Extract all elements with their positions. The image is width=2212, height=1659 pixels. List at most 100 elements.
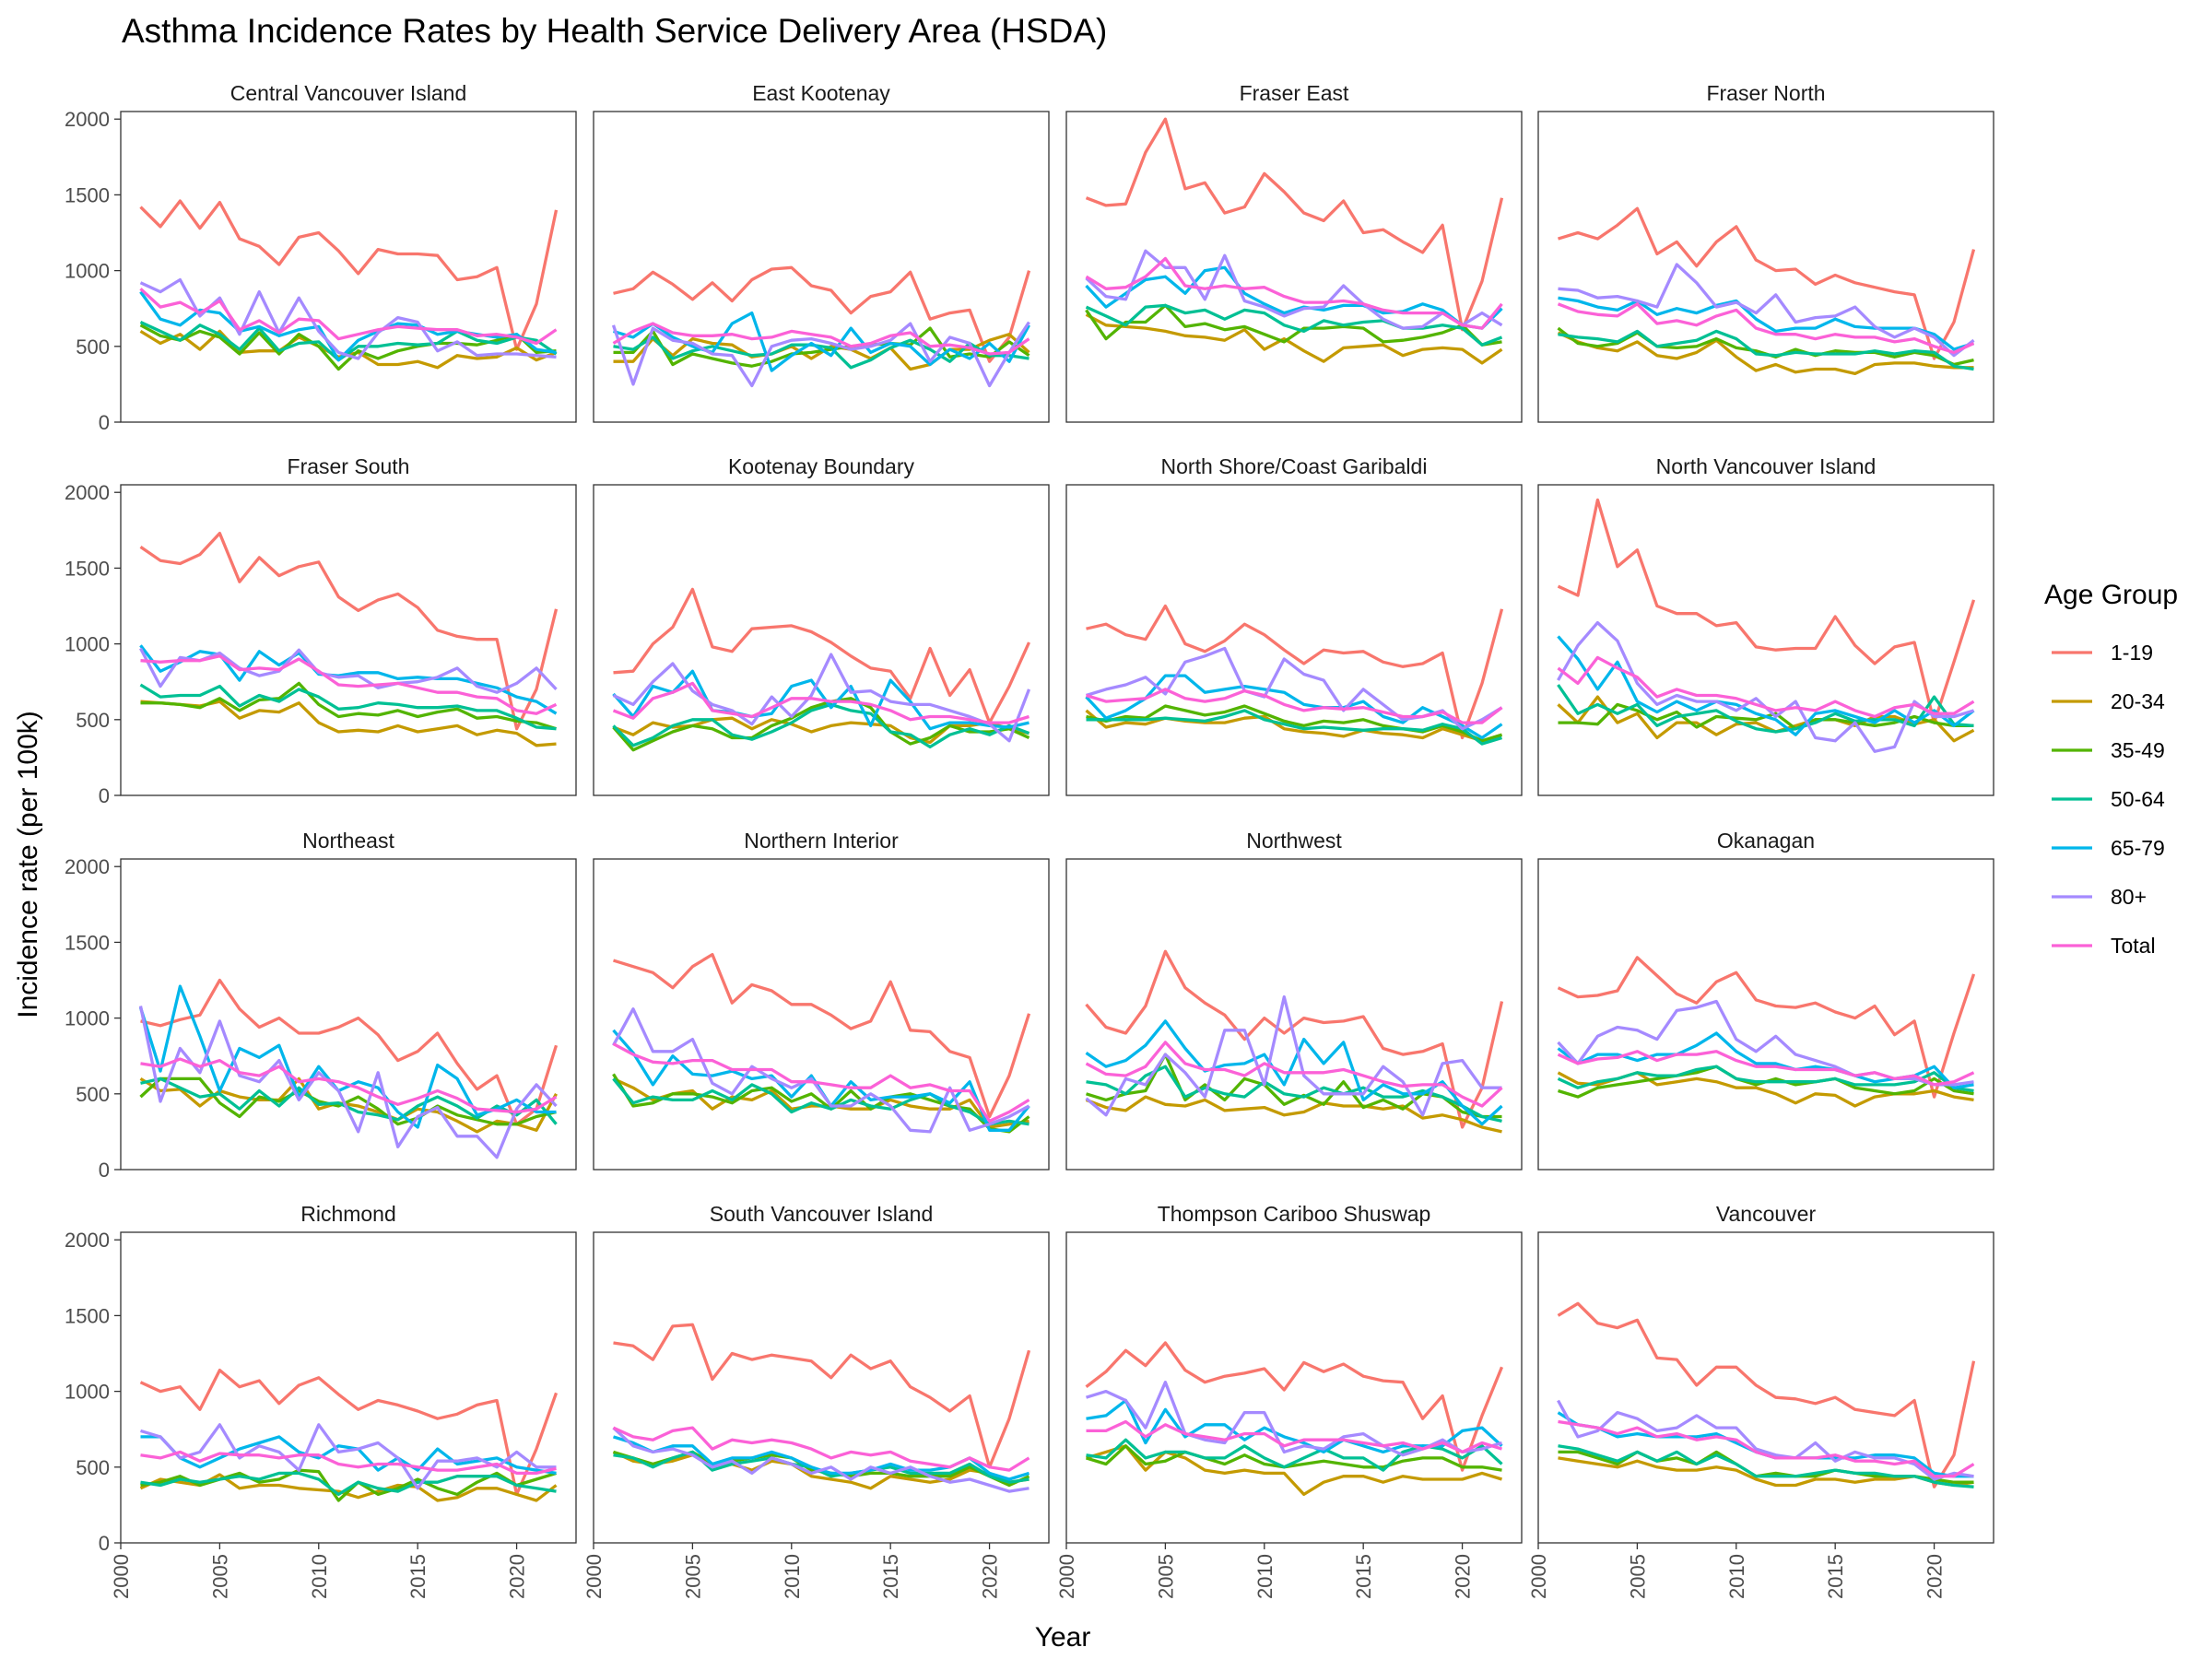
- panel-border: [1537, 484, 1994, 796]
- panel-border: [120, 111, 577, 423]
- x-axis-title: Year: [1035, 1622, 1091, 1653]
- series-line-total: [1557, 655, 1975, 719]
- series-line-80: [1085, 249, 1503, 330]
- panel-title: East Kootenay: [752, 81, 890, 105]
- x-tick-label: 2010: [1725, 1554, 1748, 1599]
- x-tick-label: 2020: [979, 1554, 1002, 1599]
- panel-northern-interior: Northern Interior: [593, 829, 1050, 1171]
- x-tick-label: 2000: [1527, 1554, 1550, 1599]
- y-tick-label: 2000: [65, 481, 110, 504]
- series-line-total: [1086, 688, 1503, 724]
- y-axis-title: Incidence rate (per 100k): [13, 711, 43, 1018]
- panel-title: Richmond: [300, 1202, 396, 1226]
- y-tick-label: 2000: [65, 855, 110, 878]
- series-line-20-34: [1086, 1444, 1502, 1497]
- series-line-35-49: [1557, 326, 1974, 367]
- legend-item-1-19: 1-19: [2052, 641, 2153, 665]
- series-line-1-19: [1085, 117, 1504, 332]
- panel-kootenay-boundary: Kootenay Boundary: [593, 454, 1050, 796]
- panel-border: [593, 1231, 1050, 1544]
- legend-item-80: 80+: [2052, 885, 2147, 909]
- series-line-80: [1558, 263, 1975, 358]
- series-line-1-19: [1557, 498, 1976, 724]
- panel-north-shore-coast-garibaldi: North Shore/Coast Garibaldi: [1065, 454, 1523, 796]
- panel-title: Fraser East: [1240, 81, 1349, 105]
- panel-fraser-north: Fraser North: [1537, 81, 1994, 423]
- x-tick-label: 2020: [1924, 1554, 1947, 1599]
- panel-title: Fraser South: [288, 454, 410, 478]
- series-line-35-49: [139, 1077, 557, 1126]
- x-tick-label: 2015: [406, 1554, 429, 1599]
- panel-border: [120, 858, 577, 1171]
- x-tick-label: 2000: [582, 1554, 606, 1599]
- legend-item-20-34: 20-34: [2052, 689, 2165, 713]
- series-line-total: [1085, 1041, 1503, 1108]
- y-tick-label: 2000: [65, 1229, 110, 1252]
- legend-label: Total: [2111, 934, 2156, 958]
- legend-item-50-64: 50-64: [2052, 787, 2165, 811]
- panel-northwest: Northwest: [1065, 829, 1523, 1171]
- series-line-20-34: [1085, 1095, 1502, 1134]
- series-line-total: [1557, 302, 1975, 355]
- series-line-80: [611, 321, 1030, 388]
- panel-border: [1537, 858, 1994, 1171]
- series-line-65-79: [1085, 265, 1503, 330]
- panel-title: Thompson Cariboo Shuswap: [1158, 1202, 1431, 1226]
- series-line-1-19: [139, 1368, 559, 1497]
- series-line-20-34: [1085, 709, 1502, 743]
- x-tick-label: 2010: [781, 1554, 804, 1599]
- panel-title: South Vancouver Island: [710, 1202, 934, 1226]
- series-line-50-64: [1085, 303, 1503, 347]
- legend-label: 20-34: [2111, 689, 2165, 713]
- panel-okanagan: Okanagan: [1537, 829, 1994, 1171]
- panel-border: [1065, 111, 1523, 423]
- legend-title: Age Group: [2044, 580, 2178, 610]
- series-line-80: [1085, 994, 1502, 1117]
- series-line-50-64: [140, 1471, 557, 1497]
- series-line-total: [140, 654, 558, 715]
- panel-vancouver: Vancouver 2000 2005 2010 2015 2020: [1527, 1202, 1994, 1599]
- y-tick-label: 500: [76, 1083, 110, 1106]
- y-tick-label: 0: [99, 1532, 110, 1555]
- panel-border: [1537, 1231, 1994, 1544]
- x-tick-label: 2005: [1626, 1554, 1649, 1599]
- x-tick-label: 2000: [1055, 1554, 1078, 1599]
- panel-richmond: Richmond 0 500 1000 1500 2000 2000 2005 2010 2015…: [65, 1202, 577, 1599]
- legend-label: 50-64: [2111, 787, 2165, 811]
- panel-title: Vancouver: [1716, 1202, 1817, 1226]
- series-line-35-49: [1086, 1444, 1502, 1472]
- x-tick-label: 2005: [681, 1554, 704, 1599]
- series-line-80: [1557, 999, 1974, 1087]
- series-line-50-64: [1086, 709, 1502, 746]
- x-tick-label: 2020: [506, 1554, 529, 1599]
- series-line-35-49: [612, 697, 1030, 752]
- series-line-total: [1086, 1419, 1502, 1454]
- y-tick-label: 2000: [65, 108, 110, 131]
- y-tick-label: 1500: [65, 183, 110, 206]
- series-line-20-34: [139, 1077, 558, 1134]
- x-tick-label: 2015: [1824, 1554, 1847, 1599]
- series-line-20-34: [612, 1450, 1030, 1490]
- series-line-20-34: [1557, 331, 1974, 376]
- y-tick-label: 0: [99, 1159, 110, 1182]
- y-tick-label: 1000: [65, 1007, 110, 1030]
- series-line-80: [612, 653, 1031, 743]
- y-tick-label: 500: [76, 1456, 110, 1479]
- y-tick-label: 1000: [65, 1381, 110, 1404]
- series-line-total: [612, 322, 1030, 356]
- panel-title: Northern Interior: [744, 829, 899, 853]
- y-tick-label: 1000: [65, 260, 110, 283]
- series-line-total: [139, 288, 558, 346]
- series-line-1-19: [139, 199, 559, 351]
- series-line-65-79: [612, 669, 1030, 731]
- series-line-1-19: [1557, 1301, 1976, 1488]
- series-line-35-49: [1085, 303, 1502, 347]
- series-line-50-64: [139, 321, 558, 362]
- panel-fraser-east: Fraser East: [1065, 81, 1523, 423]
- series-line-total: [1085, 256, 1503, 330]
- series-line-80: [140, 1423, 557, 1490]
- panel-fraser-south: Fraser South 0 500 1000 1500 2000: [65, 454, 577, 807]
- series-line-1-19: [613, 265, 1031, 363]
- panel-border: [120, 484, 577, 796]
